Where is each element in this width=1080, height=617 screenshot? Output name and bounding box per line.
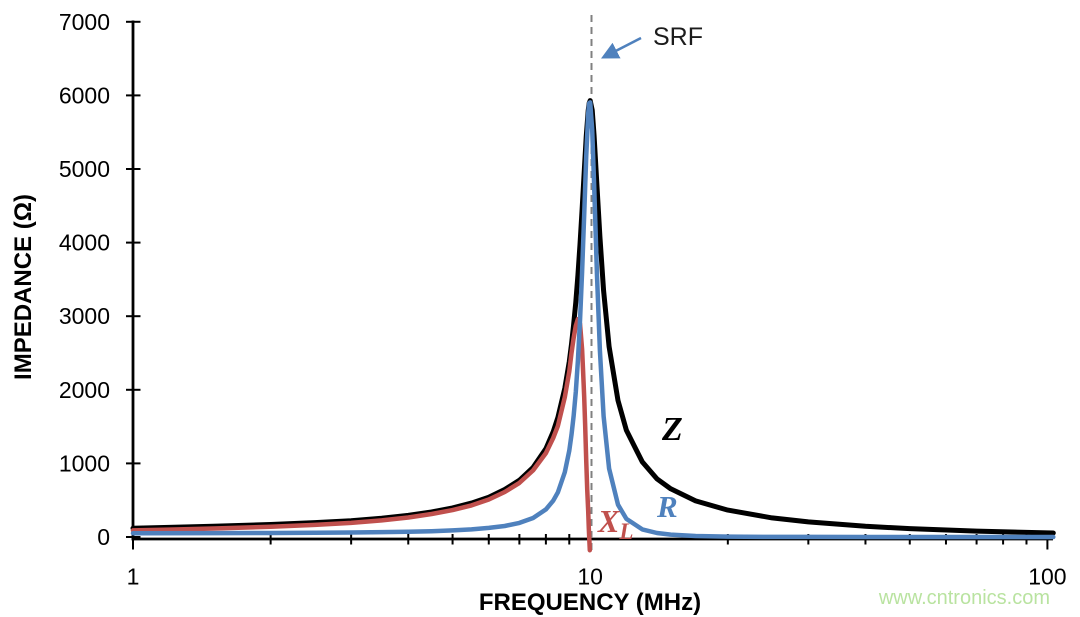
y-tick-label: 1000 bbox=[59, 450, 110, 476]
x-tick-label: 10 bbox=[577, 564, 603, 590]
curve-R bbox=[130, 100, 1056, 540]
xl-curve-label-base: X bbox=[597, 503, 620, 539]
y-tick-label: 5000 bbox=[59, 156, 110, 182]
x-axis-title: FREQUENCY (MHz) bbox=[479, 589, 701, 616]
r-curve-label: R bbox=[656, 489, 678, 524]
labels: SRF Z XL R FREQUENCY (MHz) IMPEDANCE (Ω)… bbox=[10, 23, 1050, 616]
axis-ticks: 0 1000 2000 3000 4000 5000 6000 7000 1 10 100 bbox=[59, 9, 1067, 590]
srf-arrow bbox=[600, 36, 642, 59]
watermark: www.cntronics.com bbox=[878, 587, 1050, 609]
y-axis-title: IMPEDANCE (Ω) bbox=[10, 194, 37, 380]
y-tick-label: 3000 bbox=[59, 303, 110, 329]
y-tick-label: 0 bbox=[97, 524, 110, 550]
y-tick-label: 2000 bbox=[59, 377, 110, 403]
y-tick-label: 7000 bbox=[59, 9, 110, 35]
z-curve-label: Z bbox=[661, 411, 683, 448]
srf-label: SRF bbox=[653, 23, 703, 51]
y-tick-label: 6000 bbox=[59, 82, 110, 108]
xl-curve-label: XL bbox=[597, 503, 633, 544]
axes: 0 1000 2000 3000 4000 5000 6000 7000 1 10 100 bbox=[59, 9, 1067, 590]
y-tick-label: 4000 bbox=[59, 230, 110, 256]
x-tick-label: 100 bbox=[1028, 564, 1066, 590]
x-tick-label: 1 bbox=[127, 564, 140, 590]
curve-XL bbox=[130, 316, 593, 553]
xl-curve-label-subscript: L bbox=[618, 519, 633, 544]
curves bbox=[130, 98, 1056, 553]
